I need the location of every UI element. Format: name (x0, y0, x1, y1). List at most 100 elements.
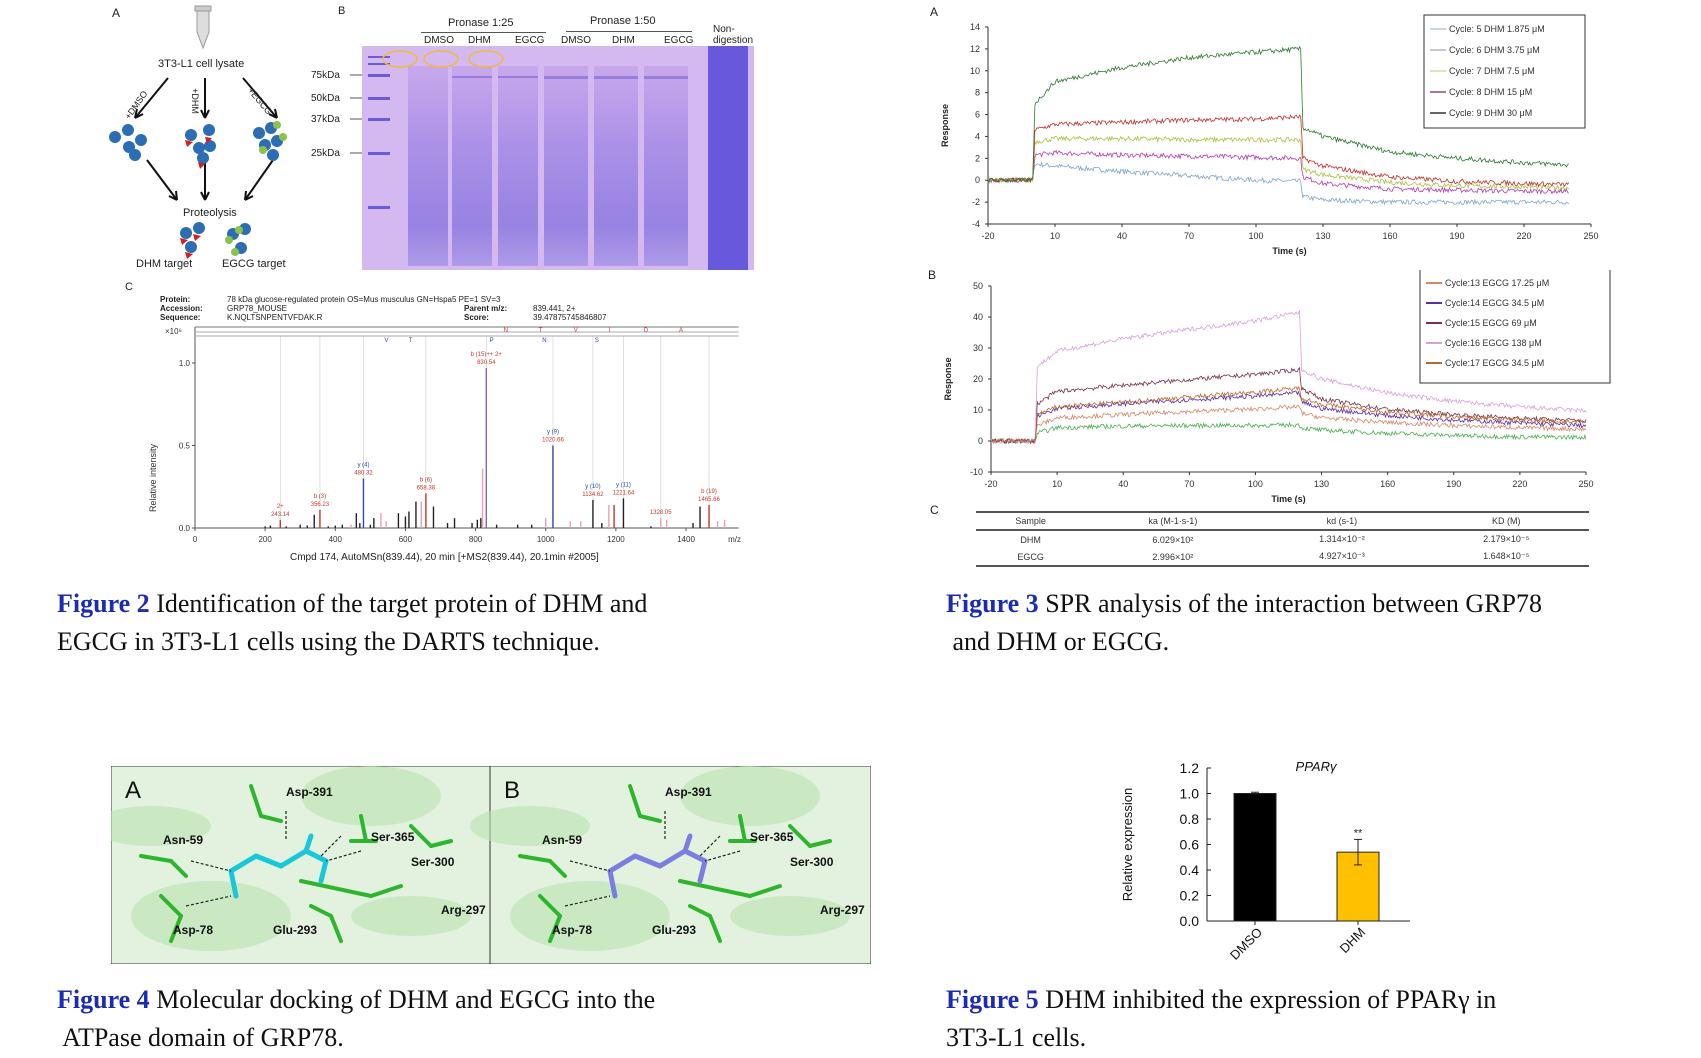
sensorgram-line (987, 114, 1570, 187)
residue-label: Arg-297 (820, 903, 865, 917)
protein-ribbon (111, 806, 211, 846)
docking-panel-label: B (504, 777, 520, 804)
docking-image: A Asp-391 Ser-365 Ser-300 Asn-59 Arg-297 Asp-7… (111, 766, 871, 964)
docking-panel-label: A (125, 777, 141, 804)
peak-value-label: 830.54 (477, 360, 496, 366)
figure-number: Figure 2 (57, 589, 150, 618)
panel-c-label: C (930, 503, 939, 517)
protein-ribbon (301, 766, 441, 826)
legend-entry: Cycle:16 EGCG 138 μM (1445, 338, 1542, 348)
residue-label: Asn-59 (163, 833, 203, 847)
panel-a-label: A (112, 6, 121, 20)
residue-stick (409, 824, 433, 848)
group-underline (421, 32, 546, 33)
ligand-stick (303, 848, 329, 864)
y-axis-label: Response (940, 104, 950, 147)
chart-title: PPARγ (1296, 759, 1338, 774)
caption-text: DHM inhibited the expression of PPARγ in (1038, 985, 1497, 1014)
lane-label: DHM (612, 35, 635, 46)
x-tick-label: 190 (1446, 479, 1461, 489)
peak-ion-label: y (11) (616, 482, 631, 488)
ligand-stick (228, 853, 259, 874)
legend-entry: Cycle: 6 DHM 3.75 μM (1449, 45, 1540, 55)
x-tick-label: 190 (1449, 231, 1464, 241)
panel-c-label: C (125, 281, 133, 293)
y-tick-label: 0.5 (179, 442, 191, 451)
caption-text: ATPase domain of GRP78. (57, 1023, 344, 1052)
lane-label: EGCG (664, 35, 694, 46)
y-tick-label: 8 (975, 88, 980, 98)
residue-stick (159, 894, 183, 918)
caption-text: Identification of the target protein of … (149, 589, 648, 618)
column-header: Sample (1015, 516, 1046, 526)
ligand-stick (632, 853, 663, 869)
panel-b-label: B (928, 268, 937, 282)
x-tick-label: -20 (981, 231, 994, 241)
y-tick-label: 0.2 (1180, 888, 1200, 904)
dhm-target-label: DHM target (136, 258, 193, 270)
protein-ribbon (470, 806, 590, 846)
accession-value: GRP78_MOUSE (227, 304, 288, 313)
residue-label: Asp-78 (173, 923, 213, 937)
y-tick-label: 1.0 (1180, 786, 1200, 802)
marker-lane (368, 56, 390, 209)
x-tick-label: 100 (1248, 231, 1263, 241)
legend-box (1419, 270, 1611, 384)
lane-label: DMSO (424, 35, 454, 46)
peak-value-label: 1328.05 (650, 510, 672, 516)
lysate-label: 3T3-L1 cell lysate (158, 58, 245, 70)
nondigestion-lane (708, 46, 748, 270)
ligand-stick (607, 868, 618, 899)
caption-text: Molecular docking of DHM and EGCG into t… (149, 985, 656, 1014)
y-tick-label: 0.4 (1180, 862, 1200, 878)
peak-value-label: 1134.62 (582, 492, 604, 498)
marker-label: 37kDa (311, 114, 340, 125)
residue-stick (518, 854, 552, 863)
peak-value-label: 243.14 (271, 512, 290, 518)
residue-label: Asp-78 (552, 923, 592, 937)
x-tick-label: 70 (1184, 231, 1194, 241)
b-ion-residue: D (644, 328, 649, 334)
y-axis-label: Relative intensity (148, 443, 158, 512)
ligand-stick (682, 848, 708, 864)
y-tick-label: 20 (973, 374, 983, 384)
lane-label: DMSO (561, 35, 591, 46)
residue-stick (249, 784, 263, 818)
panel-a-label: A (930, 5, 939, 19)
ligand-stick (607, 853, 638, 874)
residue-label: Asp-391 (286, 785, 333, 799)
legend-box (1423, 14, 1586, 129)
figure-4-caption: Figure 4 Molecular docking of DHM and EG… (57, 981, 655, 1057)
protein-ribbon (131, 881, 291, 951)
x-tick-label: 130 (1315, 231, 1330, 241)
y-tick-label: -10 (970, 467, 983, 477)
residue-stick (808, 839, 832, 848)
x-axis-label: Time (s) (1271, 494, 1305, 504)
x-tick-label: 800 (469, 535, 483, 544)
peak-ion-label: y (4) (357, 463, 369, 469)
residue-stick (548, 914, 562, 943)
x-tick-label: 600 (399, 535, 413, 544)
x-tick-label: -20 (984, 479, 997, 489)
x-tick-label: 400 (329, 535, 343, 544)
residue-stick (359, 814, 368, 843)
x-axis-label: Time (s) (1272, 246, 1306, 256)
sensorgram-line (990, 390, 1587, 445)
y-tick-label: 2 (975, 153, 980, 163)
b-ion-residue: A (679, 328, 683, 334)
b-ion-residue: N (504, 328, 508, 334)
b-ion-residue: V (574, 328, 578, 334)
residue-label: Asp-391 (665, 785, 712, 799)
sample-lanes (408, 66, 688, 266)
dhm-ligand-triangles (180, 137, 212, 259)
y-tick-label: 12 (970, 44, 980, 54)
residue-stick (369, 884, 403, 898)
residue-stick (788, 824, 812, 848)
kinetics-table: Sample ka (M-1·s-1) kd (s-1) KD (M) DHM 6… (976, 511, 1589, 567)
cell: 2.179×10⁻⁵ (1483, 534, 1530, 544)
ms-footer: Cmpd 174, AutoMSn(839.44), 20 min [+MS2(… (290, 552, 599, 563)
residue-label: Ser-300 (411, 855, 455, 869)
sensorgram-line (990, 421, 1587, 445)
residue-label: Glu-293 (652, 923, 696, 937)
